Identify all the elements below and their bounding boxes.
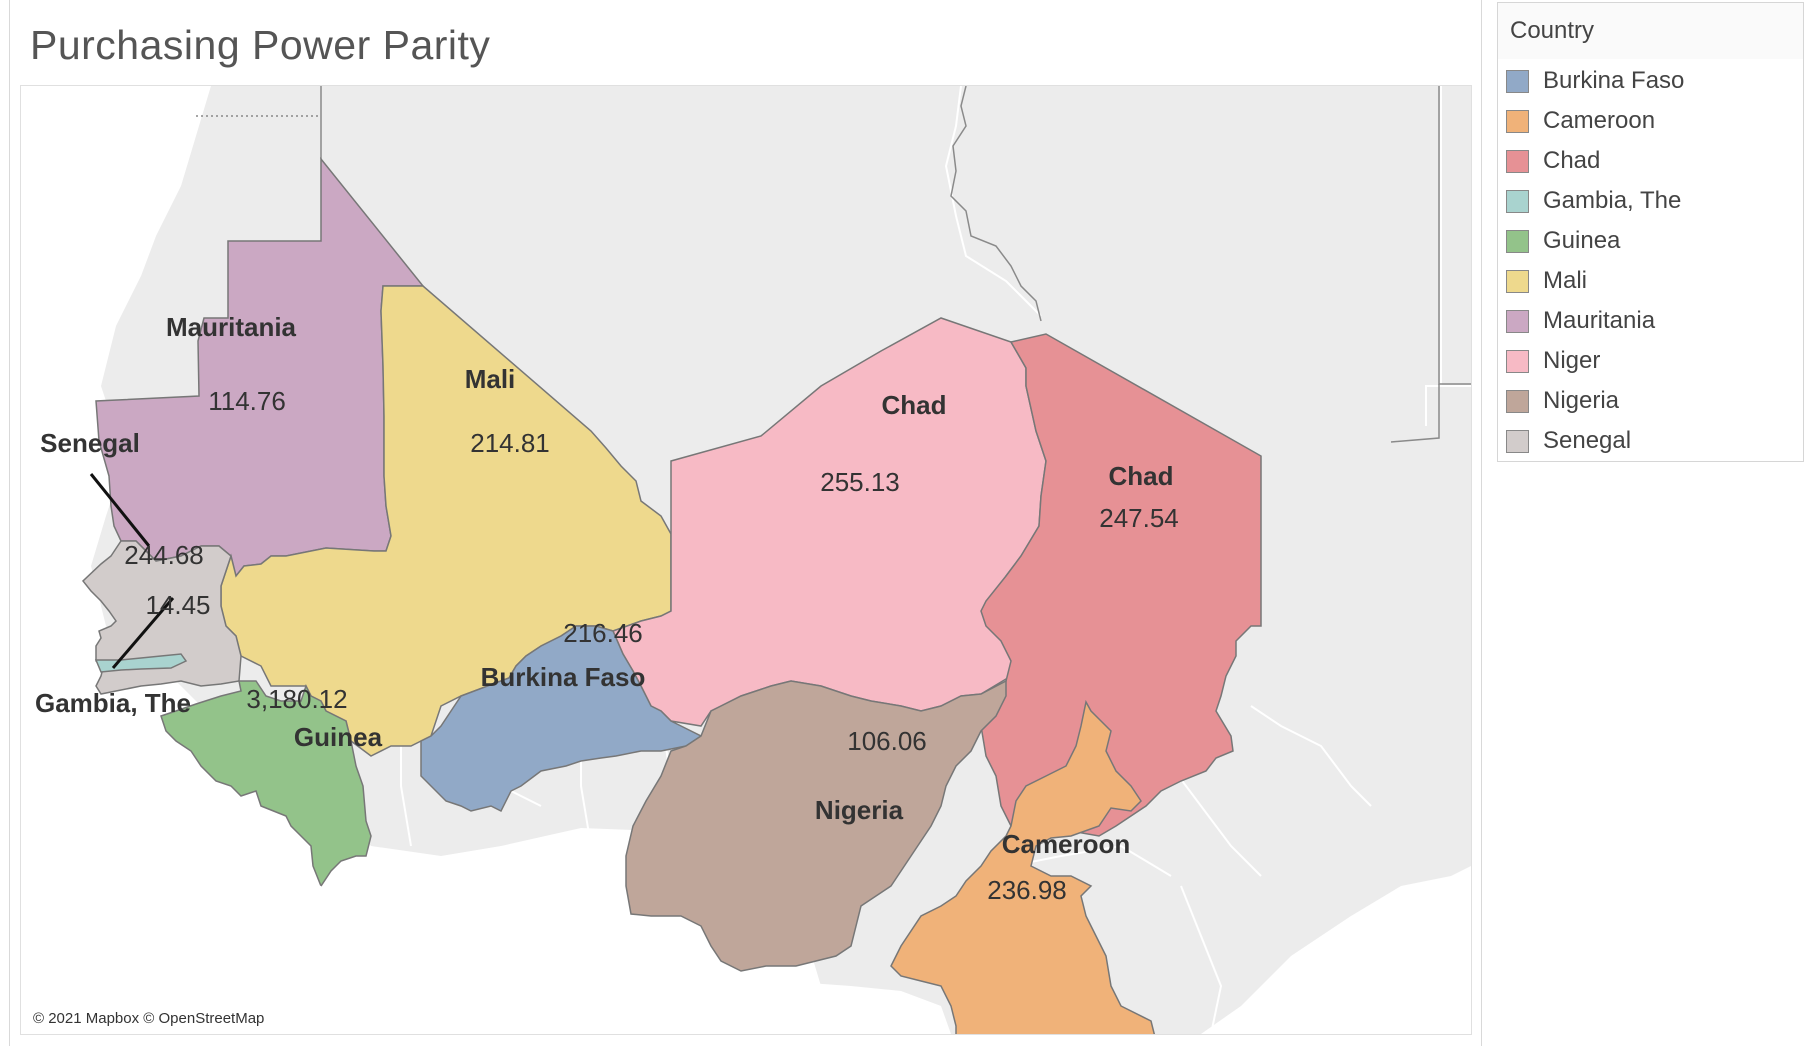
label-senegal-name: Senegal bbox=[40, 428, 140, 458]
legend-item-label: Gambia, The bbox=[1543, 187, 1682, 214]
legend-swatch bbox=[1506, 309, 1529, 333]
map-canvas[interactable]: Mauritania 114.76 Mali 214.81 Chad 255.1… bbox=[21, 86, 1471, 1034]
label-guinea-name: Guinea bbox=[294, 722, 383, 752]
page-title: Purchasing Power Parity bbox=[30, 22, 491, 68]
label-niger-value: 255.13 bbox=[820, 467, 900, 497]
legend-item-mauritania[interactable]: Mauritania bbox=[1506, 303, 1796, 339]
legend-item-label: Burkina Faso bbox=[1543, 67, 1685, 94]
label-burkina-name: Burkina Faso bbox=[481, 662, 646, 692]
label-cameroon-name: Cameroon bbox=[1002, 829, 1131, 859]
label-guinea-value: 3,180.12 bbox=[246, 684, 347, 714]
region-nigeria[interactable] bbox=[625, 679, 1007, 972]
legend-item-label: Nigeria bbox=[1543, 387, 1620, 414]
label-senegal-value: 244.68 bbox=[124, 540, 204, 570]
label-burkina-value: 216.46 bbox=[563, 618, 643, 648]
legend-item-chad[interactable]: Chad bbox=[1506, 143, 1796, 179]
legend-swatch bbox=[1506, 429, 1529, 453]
legend-item-label: Guinea bbox=[1543, 227, 1621, 254]
region-guinea[interactable] bbox=[160, 680, 372, 888]
legend-item-nigeria[interactable]: Nigeria bbox=[1506, 383, 1796, 419]
legend-swatch bbox=[1506, 109, 1529, 133]
legend-item-mali[interactable]: Mali bbox=[1506, 263, 1796, 299]
leader-lines bbox=[89, 473, 175, 669]
legend-item-label: Chad bbox=[1543, 147, 1601, 174]
label-mali-name: Mali bbox=[465, 364, 516, 394]
legend-swatch bbox=[1506, 269, 1529, 293]
label-gambia-value: 14.45 bbox=[145, 590, 210, 620]
legend-item-niger[interactable]: Niger bbox=[1506, 343, 1796, 379]
legend-item-label: Senegal bbox=[1543, 427, 1632, 454]
panel-divider bbox=[1481, 0, 1482, 1046]
map-view[interactable]: Mauritania 114.76 Mali 214.81 Chad 255.1… bbox=[20, 85, 1472, 1035]
neighbour-borders bbox=[400, 86, 1471, 1034]
left-border bbox=[9, 0, 10, 1046]
legend-title: Country bbox=[1510, 17, 1595, 44]
legend-item-guinea[interactable]: Guinea bbox=[1506, 223, 1796, 259]
region-labels: Mauritania 114.76 Mali 214.81 Chad 255.1… bbox=[35, 312, 1179, 905]
region-burkina-faso[interactable] bbox=[420, 625, 703, 813]
legend-swatch bbox=[1506, 349, 1529, 373]
legend-item-gambia[interactable]: Gambia, The bbox=[1506, 183, 1796, 219]
legend-item-label: Mali bbox=[1543, 267, 1588, 294]
label-nigeria-name: Nigeria bbox=[815, 795, 904, 825]
legend-item-senegal[interactable]: Senegal bbox=[1506, 423, 1796, 459]
label-mali-value: 214.81 bbox=[470, 428, 550, 458]
label-chad-value: 247.54 bbox=[1099, 503, 1179, 533]
map-attribution[interactable]: © 2021 Mapbox © OpenStreetMap bbox=[33, 1010, 265, 1027]
label-gambia-name: Gambia, The bbox=[35, 688, 191, 718]
legend-item-burkina-faso[interactable]: Burkina Faso bbox=[1506, 63, 1796, 99]
legend-swatch bbox=[1506, 69, 1529, 93]
legend-swatch bbox=[1506, 149, 1529, 173]
legend-swatch bbox=[1506, 229, 1529, 253]
legend-panel: Country Burkina Faso Cameroon Chad Gambi… bbox=[1497, 2, 1804, 462]
label-chad-name: Chad bbox=[1109, 461, 1174, 491]
label-mauritania-name: Mauritania bbox=[166, 312, 297, 342]
region-gambia[interactable] bbox=[94, 653, 188, 673]
legend-swatch bbox=[1506, 189, 1529, 213]
label-nigeria-value: 106.06 bbox=[847, 726, 927, 756]
legend-item-label: Mauritania bbox=[1543, 307, 1656, 334]
label-niger-name: Chad bbox=[882, 390, 947, 420]
legend-swatch bbox=[1506, 389, 1529, 413]
ocean bbox=[21, 856, 951, 1034]
legend-item-cameroon[interactable]: Cameroon bbox=[1506, 103, 1796, 139]
legend-item-label: Niger bbox=[1543, 347, 1601, 374]
label-cameroon-value: 236.98 bbox=[987, 875, 1067, 905]
label-mauritania-value: 114.76 bbox=[208, 386, 286, 416]
neighbour-borders-dark bbox=[320, 86, 1471, 443]
region-cameroon[interactable] bbox=[890, 699, 1171, 1034]
legend-item-label: Cameroon bbox=[1543, 107, 1656, 134]
legend-header bbox=[1498, 3, 1803, 59]
